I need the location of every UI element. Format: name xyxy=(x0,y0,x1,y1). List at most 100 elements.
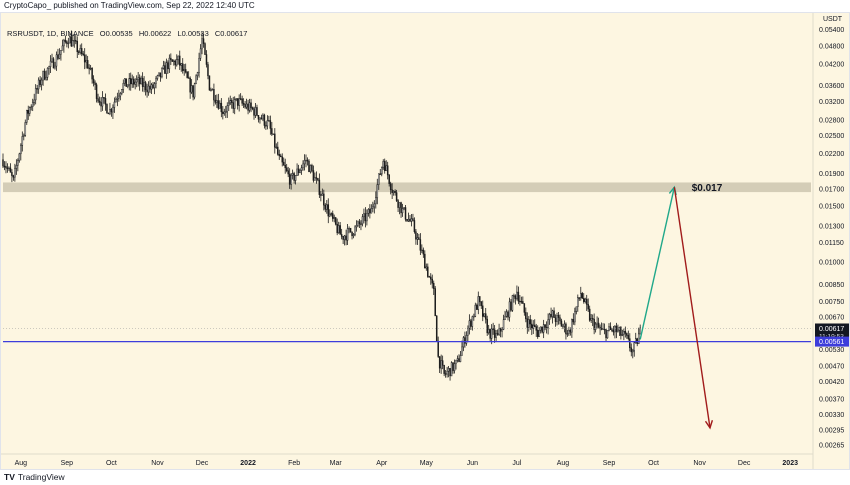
candle-up xyxy=(357,221,359,226)
candle-up xyxy=(73,39,76,42)
candle-down xyxy=(443,365,445,374)
candle-down xyxy=(293,173,295,181)
candlestick-chart[interactable]: $0.017 USDT 0.05400 0.04800 0.04200 0.03600 0… xyxy=(1,13,849,469)
candle-down xyxy=(306,159,309,162)
candle-down xyxy=(83,54,86,63)
price-tick-label: 0.04200 xyxy=(819,62,844,69)
price-tick-label: 0.01000 xyxy=(819,259,844,266)
candle-up xyxy=(140,77,142,85)
candle-down xyxy=(409,218,411,222)
candle-up xyxy=(623,330,625,335)
candle-up xyxy=(516,291,518,299)
candle-down xyxy=(432,282,435,289)
candle-up xyxy=(474,304,477,317)
candle-down xyxy=(138,77,141,85)
candle-up xyxy=(248,102,251,111)
candle-down xyxy=(271,128,273,135)
candle-up xyxy=(354,226,356,235)
candle-up xyxy=(571,319,573,333)
candle-up xyxy=(468,320,471,329)
candle-up xyxy=(210,89,212,92)
candle-up xyxy=(617,330,619,332)
price-tick-label: 0.04800 xyxy=(819,43,844,50)
candle-down xyxy=(406,218,408,222)
candle-down xyxy=(312,170,315,181)
candle-down xyxy=(222,111,224,114)
tradingview-logo[interactable]: TV TradingView xyxy=(4,472,65,482)
support-price-badge xyxy=(815,336,849,347)
price-tick-label: 0.05400 xyxy=(819,27,844,34)
candle-down xyxy=(437,340,439,357)
symbol-label: RSRUSDT, 1D, BINANCE xyxy=(7,29,94,38)
price-tick-label: 0.00750 xyxy=(819,299,844,306)
low-value: L0.00533 xyxy=(177,29,209,38)
candle-down xyxy=(452,362,454,371)
chart-area[interactable]: $0.017 USDT 0.05400 0.04800 0.04200 0.03600 0… xyxy=(0,12,850,470)
candle-down xyxy=(164,65,166,74)
candle-down xyxy=(288,173,291,185)
candle-down xyxy=(587,304,589,310)
candle-down xyxy=(184,69,187,73)
time-axis[interactable]: Aug Sep Oct Nov Dec 2022 Feb Mar Apr May Jun Jul Aug… xyxy=(15,460,799,467)
candle-down xyxy=(339,225,341,235)
time-tick-label: Mar xyxy=(330,460,343,467)
time-tick-label: Aug xyxy=(15,460,28,467)
candle-down xyxy=(517,291,520,302)
candle-down xyxy=(256,107,258,116)
time-tick-label: Sep xyxy=(603,460,616,467)
time-tick-label: May xyxy=(420,460,434,467)
price-axis-unit: USDT xyxy=(823,16,843,23)
candle-down xyxy=(57,54,59,59)
candle-up xyxy=(89,67,92,70)
candle-up xyxy=(33,99,35,103)
price-tick-label: 0.00850 xyxy=(819,282,844,289)
candle-up xyxy=(161,68,163,78)
time-tick-label: 2023 xyxy=(782,460,798,467)
candle-up xyxy=(254,107,257,116)
candle-up xyxy=(490,328,493,339)
time-tick-label: Nov xyxy=(151,460,164,467)
candle-down xyxy=(342,236,344,240)
candle-down xyxy=(189,77,191,93)
published-by: CryptoCapo_ published on TradingView.com… xyxy=(4,1,255,10)
candle-down xyxy=(317,178,319,181)
candle-up xyxy=(548,313,551,320)
candle-down xyxy=(204,43,206,55)
candle-down xyxy=(514,295,517,299)
candle-down xyxy=(349,227,352,233)
candle-up xyxy=(135,79,138,83)
candle-down xyxy=(132,78,135,85)
candle-down xyxy=(470,320,472,327)
candle-up xyxy=(577,297,579,308)
time-tick-label: 2022 xyxy=(240,460,256,467)
candle-up xyxy=(176,59,178,66)
resistance-zone xyxy=(3,182,811,193)
candle-up xyxy=(28,107,31,114)
candle-down xyxy=(427,266,429,277)
candle-up xyxy=(173,60,175,62)
candle-up xyxy=(398,202,401,208)
candle-down xyxy=(395,192,398,201)
candle-down xyxy=(554,317,557,322)
candle-up xyxy=(590,318,592,321)
candle-down xyxy=(415,231,417,240)
candle-down xyxy=(207,64,209,77)
candle-up xyxy=(233,99,236,109)
candle-down xyxy=(476,304,478,310)
candle-up xyxy=(131,78,133,85)
candle-up xyxy=(348,227,350,230)
candle-up xyxy=(370,208,373,214)
candle-down xyxy=(91,67,93,80)
price-tick-label: 0.02500 xyxy=(819,133,844,140)
candle-up xyxy=(321,193,324,196)
candle-up xyxy=(112,107,114,113)
candle-down xyxy=(531,323,533,329)
candle-down xyxy=(202,38,205,44)
candle-up xyxy=(584,298,586,302)
candle-down xyxy=(251,107,254,110)
time-tick-label: Apr xyxy=(376,460,388,467)
candle-up xyxy=(266,120,269,127)
candle-down xyxy=(241,98,243,104)
candle-down xyxy=(171,59,174,62)
candle-down xyxy=(603,328,606,331)
